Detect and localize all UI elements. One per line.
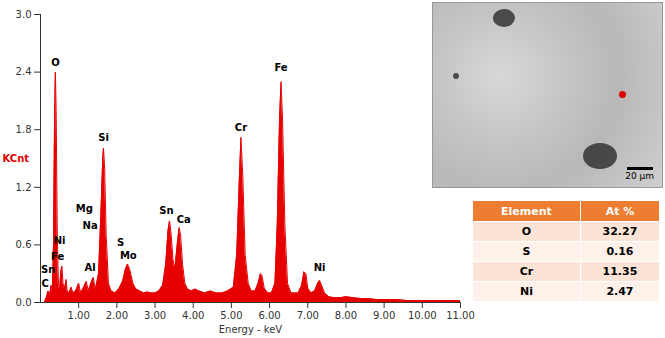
svg-text:Fe: Fe	[51, 251, 64, 262]
svg-text:Fe: Fe	[274, 62, 287, 73]
html-text:0.16: 0.16	[606, 245, 634, 258]
html-text:S: S	[522, 245, 531, 258]
html-text:32.27: 32.27	[602, 225, 638, 238]
svg-text:3.00: 3.00	[144, 310, 166, 321]
svg-text:Mg: Mg	[76, 203, 93, 214]
svg-text:Sn: Sn	[41, 264, 55, 275]
html-text:Element: Element	[501, 204, 552, 218]
svg-text:0.0: 0.0	[16, 297, 32, 308]
svg-text:0.6: 0.6	[16, 239, 32, 250]
html-text:O: O	[521, 225, 532, 238]
html-text:11.35: 11.35	[602, 265, 638, 278]
svg-text:1.8: 1.8	[16, 124, 32, 135]
svg-text:11.00: 11.00	[446, 310, 475, 321]
svg-text:6.00: 6.00	[258, 310, 280, 321]
svg-text:Ni: Ni	[314, 262, 326, 273]
svg-text:S: S	[117, 237, 124, 248]
svg-text:2.4: 2.4	[16, 66, 32, 77]
svg-text:Si: Si	[98, 132, 109, 143]
svg-text:Mo: Mo	[120, 250, 137, 261]
svg-text:3.0: 3.0	[16, 9, 32, 20]
svg-text:Energy - keV: Energy - keV	[219, 324, 283, 335]
html-text:At %: At %	[605, 204, 635, 218]
svg-text:Cr: Cr	[235, 122, 247, 133]
svg-text:Al: Al	[85, 262, 96, 273]
html-text:2.47: 2.47	[606, 285, 634, 298]
svg-text:2.00: 2.00	[106, 310, 128, 321]
html-text:Cr: Cr	[519, 265, 534, 278]
svg-text:O: O	[51, 57, 60, 68]
svg-text:5.00: 5.00	[220, 310, 242, 321]
svg-text:4.00: 4.00	[182, 310, 204, 321]
svg-text:C: C	[41, 278, 48, 289]
svg-text:1.2: 1.2	[16, 182, 32, 193]
svg-text:Ca: Ca	[177, 214, 191, 225]
svg-text:9.00: 9.00	[373, 310, 395, 321]
svg-text:Na: Na	[83, 220, 98, 231]
svg-text:8.00: 8.00	[335, 310, 357, 321]
html-text:20 µm: 20 µm	[625, 171, 654, 181]
svg-text:10.00: 10.00	[408, 310, 437, 321]
html-text:Ni: Ni	[520, 285, 533, 298]
svg-text:KCnt: KCnt	[3, 153, 30, 164]
svg-text:Sn: Sn	[159, 205, 173, 216]
svg-text:1.00: 1.00	[68, 310, 90, 321]
svg-text:7.00: 7.00	[297, 310, 319, 321]
svg-text:Ni: Ni	[54, 235, 66, 246]
